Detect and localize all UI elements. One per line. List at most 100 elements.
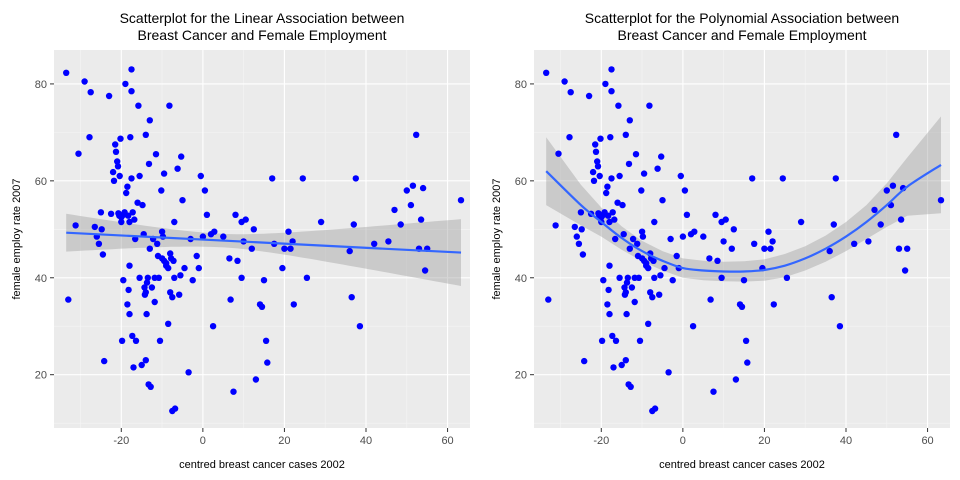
data-point bbox=[269, 175, 276, 182]
data-point bbox=[937, 197, 945, 204]
data-point bbox=[575, 240, 583, 247]
data-point bbox=[636, 337, 644, 344]
data-point bbox=[317, 218, 325, 226]
plot-background bbox=[54, 50, 470, 428]
data-point bbox=[658, 153, 665, 160]
data-point bbox=[742, 337, 750, 344]
data-point bbox=[677, 172, 684, 180]
fit-line bbox=[66, 231, 462, 254]
data-point bbox=[718, 274, 725, 281]
data-point bbox=[628, 284, 636, 291]
data-point bbox=[797, 218, 805, 226]
data-point bbox=[197, 172, 204, 180]
data-point bbox=[700, 233, 707, 240]
data-point bbox=[665, 369, 672, 376]
data-point bbox=[604, 301, 611, 308]
data-point bbox=[673, 252, 680, 260]
data-point bbox=[598, 337, 606, 344]
data-point bbox=[125, 286, 132, 294]
data-point bbox=[144, 274, 151, 281]
data-point bbox=[609, 332, 616, 340]
data-point bbox=[679, 233, 687, 240]
data-point bbox=[128, 88, 135, 95]
data-point bbox=[625, 160, 633, 168]
x-tick-label: 60 bbox=[921, 435, 933, 447]
data-point bbox=[621, 284, 628, 291]
data-point bbox=[893, 131, 900, 138]
data-point bbox=[142, 289, 149, 296]
data-point bbox=[749, 175, 756, 182]
data-point bbox=[620, 231, 627, 238]
data-point bbox=[877, 221, 884, 228]
data-point bbox=[622, 357, 629, 364]
data-point bbox=[594, 163, 602, 170]
data-point bbox=[592, 141, 599, 148]
data-point bbox=[707, 296, 714, 303]
data-point bbox=[608, 66, 615, 73]
data-point bbox=[730, 226, 737, 233]
data-point bbox=[608, 88, 615, 95]
data-point bbox=[647, 289, 654, 296]
data-point bbox=[611, 216, 618, 223]
data-point bbox=[689, 323, 697, 330]
x-tick-label: -20 bbox=[593, 435, 609, 447]
y-tick-label: 80 bbox=[35, 79, 47, 91]
data-point bbox=[114, 158, 121, 165]
data-point bbox=[627, 383, 634, 390]
data-point bbox=[385, 238, 392, 245]
data-point bbox=[279, 264, 286, 272]
data-point bbox=[171, 218, 178, 226]
data-point bbox=[626, 117, 633, 124]
data-point bbox=[826, 247, 833, 255]
data-point bbox=[158, 187, 165, 194]
data-point bbox=[86, 134, 93, 141]
data-point bbox=[126, 310, 133, 318]
data-point bbox=[132, 337, 140, 344]
data-point bbox=[650, 257, 657, 264]
data-point bbox=[883, 187, 890, 194]
data-point bbox=[125, 212, 132, 219]
data-point bbox=[571, 223, 578, 231]
data-point bbox=[413, 131, 420, 138]
data-point bbox=[706, 255, 713, 262]
data-point bbox=[600, 277, 607, 284]
data-point bbox=[421, 267, 429, 274]
data-point bbox=[594, 158, 601, 165]
chart-panel-1: -20 0 20 40 60 20 40 60 80 Scatterplot for the Li… bbox=[11, 10, 470, 471]
data-point bbox=[573, 233, 580, 240]
data-point bbox=[135, 102, 142, 109]
data-point bbox=[656, 291, 663, 298]
chart-title-line: Breast Cancer and Female Employment bbox=[138, 27, 387, 43]
data-point bbox=[592, 148, 600, 155]
data-point bbox=[712, 211, 719, 218]
data-point bbox=[62, 69, 70, 77]
data-point bbox=[165, 264, 172, 272]
data-point bbox=[165, 320, 172, 327]
data-point bbox=[836, 323, 844, 330]
data-point bbox=[124, 301, 131, 308]
data-point bbox=[154, 240, 161, 247]
data-point bbox=[131, 216, 138, 223]
data-point bbox=[136, 172, 143, 180]
x-tick-label: 20 bbox=[758, 435, 770, 447]
data-point bbox=[146, 117, 153, 124]
data-point bbox=[220, 233, 227, 240]
data-point bbox=[203, 211, 211, 218]
data-point bbox=[626, 245, 633, 252]
data-point bbox=[123, 189, 130, 197]
y-axis-title: female employ rate 2007 bbox=[491, 178, 503, 299]
data-point bbox=[155, 274, 162, 281]
data-point bbox=[136, 274, 143, 281]
data-point bbox=[669, 277, 676, 284]
y-axis-title: female employ rate 2007 bbox=[11, 178, 23, 299]
data-point bbox=[260, 277, 268, 284]
data-point bbox=[407, 201, 415, 209]
data-point bbox=[167, 289, 174, 296]
data-point bbox=[129, 332, 136, 340]
data-point bbox=[639, 233, 647, 240]
data-point bbox=[112, 148, 120, 155]
data-point bbox=[120, 277, 127, 284]
data-point bbox=[166, 102, 173, 109]
